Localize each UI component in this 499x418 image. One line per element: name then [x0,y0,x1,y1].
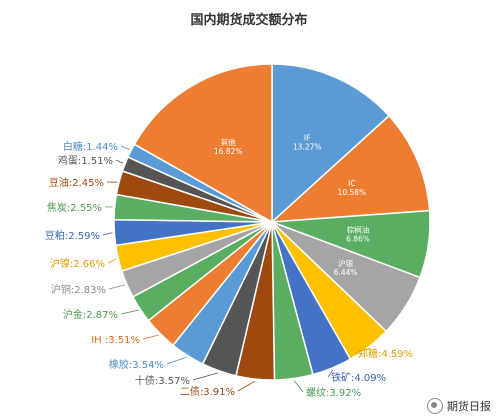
slice-name-label: IC [348,179,355,188]
leader-line [120,145,130,151]
slice-outside-label: 沪镍:2.66% [50,257,105,270]
leader-line [142,334,159,340]
leader-line [108,284,125,290]
slice-outside-label: 豆粕:2.59% [45,229,100,242]
slice-value-label: 16.82% [214,147,243,156]
slice-outside-label: 白糖:1.44% [63,140,118,153]
slice-name-label: 其他 [221,137,236,147]
slice-outside-label: 豆油:2.45% [49,176,104,189]
leader-line [327,369,334,378]
slice-outside-label: 螺纹:3.92% [306,386,361,399]
leader-line [192,372,219,381]
slice-value-label: 6.44% [334,268,358,277]
leader-line [237,380,256,392]
slice-value-label: 6.86% [346,234,370,243]
watermark-text: 期货日报 [447,400,491,413]
leader-line [102,232,113,236]
slice-outside-label: IH :3.51% [91,335,140,346]
pie-slices [113,63,431,381]
pie-leader-lines [102,145,371,393]
slice-outside-label: 十债:3.57% [135,374,190,387]
leader-line [293,380,304,393]
leader-line [166,356,187,365]
wechat-icon [427,398,443,414]
slice-outside-label: 橡胶:3.54% [109,358,164,371]
slice-outside-label: 焦炭:2.55% [47,201,102,214]
slice-outside-label: 铁矿:4.09% [331,371,386,384]
slice-outside-label: 二债:3.91% [180,385,235,398]
slice-name-label: IF [304,134,311,143]
chart-title: 国内期货成交额分布 [190,12,307,28]
slice-name-label: 棕榈油 [347,224,370,234]
pie-slice [271,63,391,224]
watermark: 期货日报 [427,398,491,414]
slice-name-label: 沪银 [338,258,353,268]
leader-line [354,347,371,354]
slice-value-label: 10.58% [338,188,367,197]
slice-outside-label: 鸡蛋:1.51% [58,154,113,167]
slice-outside-label: 沪金:2.87% [63,308,118,321]
slice-value-label: 13.27% [293,143,322,152]
pie-slice [133,63,273,224]
leader-line [115,159,124,164]
pie-slice [269,114,431,223]
slice-outside-label: 沪铜:2.83% [51,283,106,296]
leader-line [107,258,117,264]
leader-line [120,309,139,315]
slice-outside-label: 郑糖:4.59% [358,347,413,360]
